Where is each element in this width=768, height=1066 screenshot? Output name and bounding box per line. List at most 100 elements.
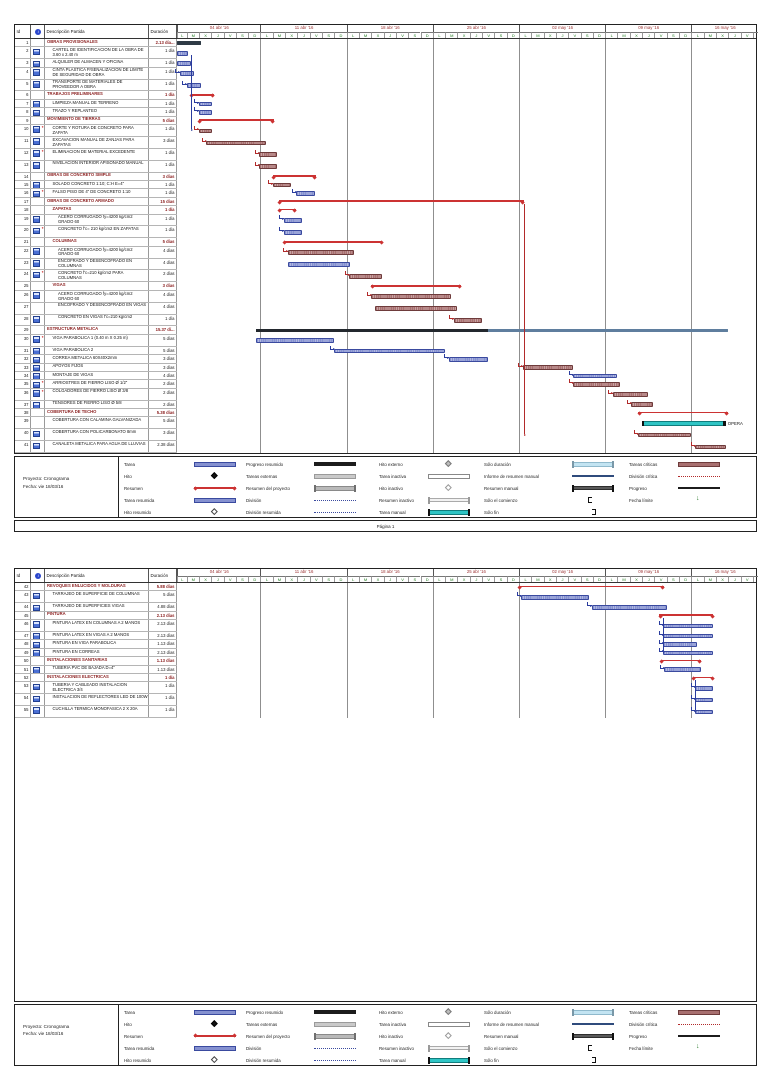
link-arrow: [204, 140, 207, 143]
legend-item-swatch: [428, 496, 470, 504]
row-separator: [15, 602, 177, 604]
task-row: 36 * COLGADORES DE FIERRO LISO Ø 3/8 2 días: [15, 388, 756, 401]
task-id-cell: 20: [15, 226, 31, 239]
task-calendar-icon: [33, 695, 40, 703]
col-header-id: Id: [15, 569, 31, 582]
task-name-cell: CUCHILLA TERMICA MONOFASICA 2 X 20A: [45, 706, 149, 718]
timescale-day-letter: M: [617, 31, 630, 38]
legend-item-label: Resumen inactivo: [379, 1045, 414, 1051]
link-arrow: [282, 217, 285, 220]
gantt-chart-cell: [177, 354, 758, 363]
gantt-chart-cell: [177, 591, 758, 603]
task-row: 19 ACERO CORRUGADO fy=4200 kg/cm2 GRADO 6…: [15, 214, 756, 227]
task-name-cell: CARTEL DE IDENTIFICACION DE LA OBRA DE 3…: [45, 47, 149, 60]
col-header-info: i: [31, 569, 45, 582]
legend-item-label: Progreso resumido: [246, 461, 284, 467]
row-separator: [15, 619, 177, 621]
timescale-day-letter: V: [482, 575, 495, 582]
legend-swatch-shape: [211, 508, 218, 515]
summary-task-row: 6 TRABAJOS PRELIMINARES 1 día: [15, 91, 756, 100]
task-calendar-icon: [33, 315, 40, 323]
timescale-day-letter: L: [346, 31, 359, 38]
task-row: 46 PINTURA LATEX EN COLUMNAS A 2 MANOS 2.1…: [15, 620, 756, 632]
task-indicator-cell: [31, 282, 45, 291]
task-calendar-icon: [33, 150, 40, 157]
task-indicator-cell: [31, 79, 45, 92]
task-name-cell: TRAZO Y REPLANTEO: [45, 108, 149, 117]
row-separator: [15, 693, 177, 695]
legend-item-swatch: [314, 1020, 356, 1028]
timescale-day-letter: D: [506, 575, 519, 582]
row-separator: [15, 630, 177, 632]
task-name-cell: OBRAS PROVISIONALES: [45, 39, 149, 48]
task-id-cell: 19: [15, 214, 31, 227]
task-row: 32 CORREA METALICA 60X40X2mm 3 días: [15, 354, 758, 364]
row-separator: [15, 387, 177, 389]
task-duration-cell: 2 días: [149, 380, 177, 389]
gantt-bar-task: [695, 709, 714, 715]
task-indicator-cell: [31, 238, 45, 247]
legend-item-swatch: [194, 496, 236, 504]
timescale-day-letter: L: [432, 575, 446, 582]
timescale-day-letter: S: [666, 575, 679, 582]
timescale-day-letter: S: [580, 31, 593, 38]
task-id-cell: 16: [15, 189, 31, 198]
gantt-chart-cell: [177, 429, 758, 441]
timescale-day-letter: M: [272, 575, 286, 582]
task-duration-cell: 1 día: [149, 125, 177, 137]
task-calendar-icon: [33, 48, 40, 56]
legend-swatch-shape: [314, 1032, 317, 1040]
link-line-vertical: [191, 55, 193, 130]
row-separator: [15, 428, 177, 430]
task-duration-cell: 2.13 días: [149, 648, 177, 658]
link-arrow: [571, 381, 574, 384]
task-id-cell: 7: [15, 99, 31, 109]
legend-item-swatch: [314, 1044, 356, 1052]
legend-item-label: División crítica: [629, 473, 658, 479]
legend-swatch-shape: [467, 508, 470, 516]
legend-swatch-shape: [353, 484, 356, 492]
task-id-cell: 36: [15, 388, 31, 401]
row-separator: [15, 269, 177, 271]
gantt-chart-cell: [177, 206, 758, 214]
timescale-day-letter: J: [469, 31, 483, 38]
legend-item-label: División: [246, 1045, 262, 1051]
timescale-day-letter: V: [654, 31, 667, 38]
gantt-chart-cell: [177, 303, 758, 315]
task-indicator-cell: [31, 91, 45, 100]
link-arrow: [662, 667, 665, 670]
legend-item-swatch: [194, 472, 236, 480]
legend-swatch-shape: [428, 508, 431, 516]
timescale-day-letter: M: [703, 31, 716, 38]
legend-item-swatch: [194, 1008, 236, 1016]
task-row: 40 COBERTURA CON POLICARBONATO 8mm 3 días: [15, 429, 758, 442]
task-indicator-cell: *: [31, 270, 45, 283]
task-row: 3 ALQUILER DE ALMACEN Y OFICINA 1 día: [15, 59, 756, 68]
row-separator: [15, 354, 177, 356]
summary-task-row: 50 INSTALACIONES SANITARIAS 1.13 días: [15, 657, 756, 666]
legend-swatch-shape: [194, 487, 236, 490]
task-id-cell: 25: [15, 282, 31, 291]
project-info: Proyecto: Cronograma Fecha: vie 18/03/16: [15, 457, 119, 518]
legend-item-swatch: [428, 1008, 470, 1016]
task-row: 54 INSTALACION DE REFLECTORES LED DE 100W…: [15, 694, 756, 707]
link-arrow: [294, 191, 297, 194]
legend-item-swatch: [314, 472, 356, 480]
task-name-cell: NIVELACION INTERIOR APISONADO MANUAL: [45, 160, 149, 173]
task-duration-cell: 2 días: [149, 400, 177, 409]
legend-item-label: Informe de resumen manual: [484, 1021, 539, 1027]
link-arrow: [282, 229, 285, 232]
legend-item-swatch: [428, 460, 470, 468]
link-line-arrow: [523, 433, 526, 436]
project-name: Proyecto: Cronograma: [23, 476, 70, 482]
task-indicator-cell: *: [31, 388, 45, 401]
legend-item-swatch: [194, 1044, 236, 1052]
legend-swatch-shape: [314, 1010, 356, 1014]
link-elbow: [444, 354, 449, 359]
task-row: 43 TARRAJEO DE SUPERFICIE DE COLUMNAS 5 dí…: [15, 591, 758, 604]
legend-item-label: Progreso: [629, 1033, 647, 1039]
timescale-day-letter: X: [285, 575, 298, 582]
task-duration-cell: 1 día: [149, 214, 177, 227]
task-name-cell: MONTAJE DE VIGAS: [45, 371, 149, 381]
gantt-chart-cell: [177, 180, 758, 189]
